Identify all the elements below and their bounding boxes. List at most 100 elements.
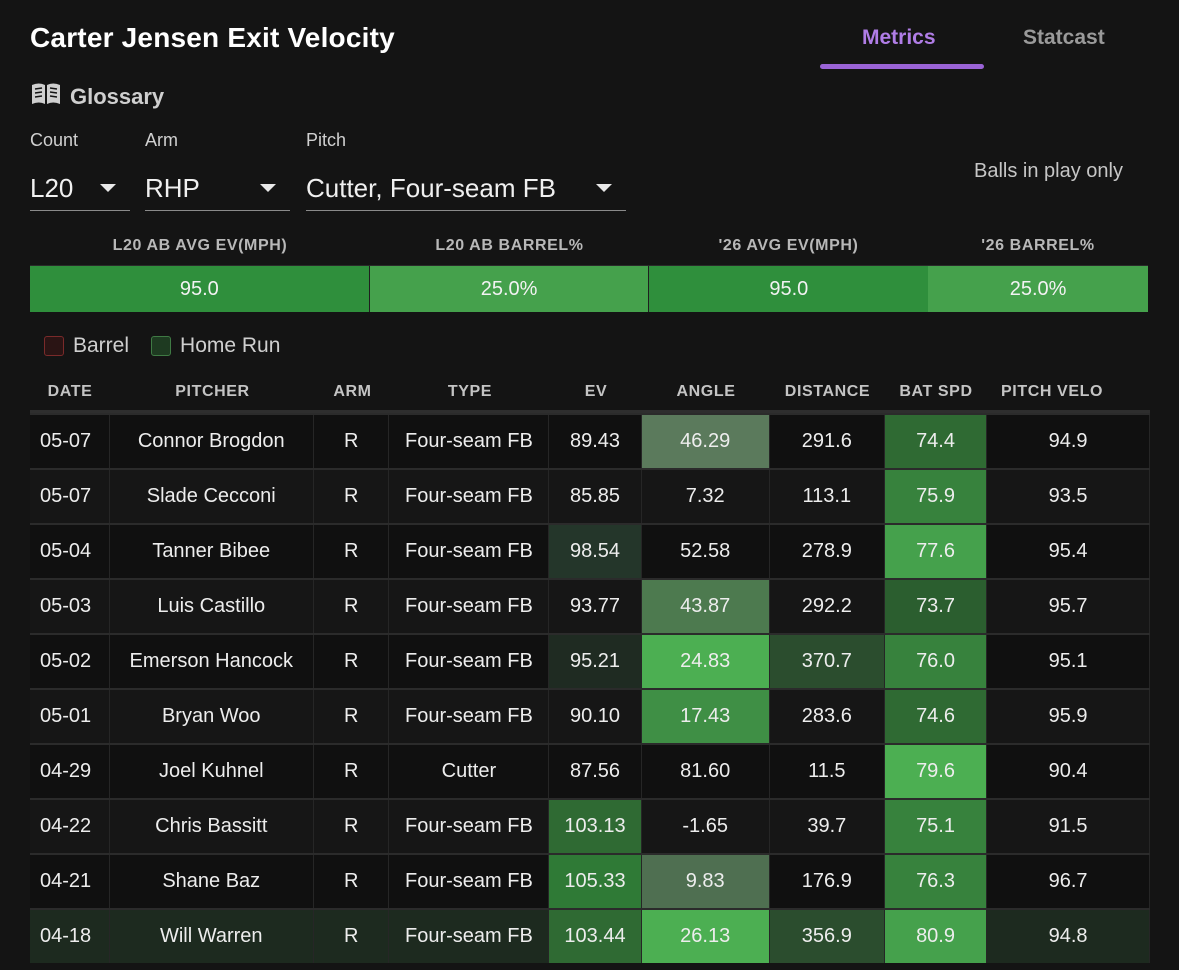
count-filter: Count L20: [30, 130, 130, 211]
cell-distance: 292.2: [769, 580, 885, 633]
summary-value-l20-avg-ev: 95.0: [30, 266, 370, 312]
column-header-distance[interactable]: DISTANCE: [784, 383, 871, 400]
cell-angle: 17.43: [641, 690, 770, 743]
tab-metrics[interactable]: Metrics: [862, 26, 936, 49]
cell-pitcher: Tanner Bibee: [109, 525, 315, 578]
cell-pitcher: Bryan Woo: [109, 690, 315, 743]
tab-statcast[interactable]: Statcast: [1023, 26, 1105, 49]
cell-distance: 113.1: [769, 470, 885, 523]
cell-bat-spd: 75.9: [884, 470, 988, 523]
summary-table: L20 AB AVG EV(MPH) L20 AB BARREL% '26 AV…: [30, 226, 1148, 312]
column-header-bat-spd[interactable]: BAT SPD: [899, 383, 973, 400]
cell-type: Four-seam FB: [389, 800, 550, 853]
home-run-swatch: [151, 336, 172, 356]
cell-ev: 103.44: [549, 910, 642, 963]
cell-date: 04-22: [30, 800, 110, 853]
cell-bat-spd: 76.0: [884, 635, 988, 688]
legend: Barrel Home Run: [44, 334, 302, 358]
cell-pitch-velo: 95.1: [987, 635, 1150, 688]
chevron-down-icon: [100, 184, 116, 192]
cell-arm: R: [314, 580, 390, 633]
cell-arm: R: [314, 635, 390, 688]
book-icon: [30, 82, 70, 112]
cell-ev: 98.54: [549, 525, 642, 578]
cell-pitcher: Joel Kuhnel: [109, 745, 315, 798]
cell-distance: 278.9: [769, 525, 885, 578]
column-header-pitch-velo[interactable]: PITCH VELO: [1001, 383, 1104, 400]
cell-angle: 26.13: [641, 910, 770, 963]
summary-value-26-barrel: 25.0%: [928, 266, 1148, 312]
table-row[interactable]: 05-07 Connor Brogdon R Four-seam FB 89.43 46.…: [30, 413, 1150, 468]
summary-header-row: L20 AB AVG EV(MPH) L20 AB BARREL% '26 AV…: [30, 226, 1148, 266]
cell-angle: 7.32: [641, 470, 770, 523]
pitch-filter-label: Pitch: [306, 130, 347, 150]
chevron-down-icon: [260, 184, 276, 192]
cell-type: Four-seam FB: [389, 415, 550, 468]
pitch-filter: Pitch Cutter, Four-seam FB: [306, 130, 626, 211]
cell-distance: 176.9: [769, 855, 885, 908]
arm-select-value: RHP: [145, 172, 200, 203]
table-row[interactable]: 04-21 Shane Baz R Four-seam FB 105.33 9.83 176…: [30, 853, 1150, 908]
cell-arm: R: [314, 470, 390, 523]
cell-pitch-velo: 93.5: [987, 470, 1150, 523]
cell-arm: R: [314, 855, 390, 908]
summary-header-l20-avg-ev: L20 AB AVG EV(MPH): [30, 226, 370, 266]
cell-angle: 81.60: [641, 745, 770, 798]
cell-ev: 85.85: [549, 470, 642, 523]
cell-date: 04-29: [30, 745, 110, 798]
cell-ev: 103.13: [549, 800, 642, 853]
cell-angle: 24.83: [641, 635, 770, 688]
cell-angle: 46.29: [641, 415, 770, 468]
legend-barrel-label: Barrel: [73, 334, 130, 357]
cell-arm: R: [314, 690, 390, 743]
cell-bat-spd: 73.7: [884, 580, 988, 633]
cell-arm: R: [314, 800, 390, 853]
column-header-arm[interactable]: ARM: [333, 383, 372, 400]
balls-in-play-note: Balls in play only: [974, 160, 1123, 182]
table-row[interactable]: 05-03 Luis Castillo R Four-seam FB 93.77 43.8…: [30, 578, 1150, 633]
count-filter-label: Count: [30, 130, 79, 150]
cell-arm: R: [314, 745, 390, 798]
pitch-select[interactable]: Cutter, Four-seam FB: [306, 166, 626, 211]
cell-pitch-velo: 94.9: [987, 415, 1150, 468]
cell-bat-spd: 75.1: [884, 800, 988, 853]
summary-header-26-barrel: '26 BARREL%: [928, 226, 1148, 266]
arm-select[interactable]: RHP: [145, 166, 290, 211]
cell-bat-spd: 77.6: [884, 525, 988, 578]
cell-pitch-velo: 95.9: [987, 690, 1150, 743]
chevron-down-icon: [596, 184, 612, 192]
column-header-type[interactable]: TYPE: [447, 383, 493, 400]
cell-bat-spd: 80.9: [884, 910, 988, 963]
count-select[interactable]: L20: [30, 166, 130, 211]
cell-angle: -1.65: [641, 800, 770, 853]
cell-ev: 89.43: [549, 415, 642, 468]
table-row[interactable]: 05-01 Bryan Woo R Four-seam FB 90.10 17.43 283…: [30, 688, 1150, 743]
table-row[interactable]: 04-29 Joel Kuhnel R Cutter 87.56 81.60 11.5 79.…: [30, 743, 1150, 798]
arm-filter-label: Arm: [145, 130, 178, 150]
cell-ev: 93.77: [549, 580, 642, 633]
cell-pitch-velo: 95.4: [987, 525, 1150, 578]
cell-arm: R: [314, 415, 390, 468]
table-row[interactable]: 04-22 Chris Bassitt R Four-seam FB 103.13 -1.…: [30, 798, 1150, 853]
summary-value-row: 95.0 25.0% 95.0 25.0%: [30, 266, 1148, 312]
column-header-ev[interactable]: EV: [584, 383, 608, 400]
glossary-link[interactable]: Glossary: [30, 82, 164, 112]
cell-arm: R: [314, 525, 390, 578]
table-row[interactable]: 05-04 Tanner Bibee R Four-seam FB 98.54 52.58…: [30, 523, 1150, 578]
table-row[interactable]: 05-02 Emerson Hancock R Four-seam FB 95.21 24…: [30, 633, 1150, 688]
table-row[interactable]: 04-18 Will Warren R Four-seam FB 103.44 26.13…: [30, 908, 1150, 963]
cell-date: 05-04: [30, 525, 110, 578]
count-select-value: L20: [30, 172, 74, 203]
cell-ev: 95.21: [549, 635, 642, 688]
cell-date: 05-02: [30, 635, 110, 688]
pitch-select-value: Cutter, Four-seam FB: [306, 172, 556, 203]
cell-distance: 291.6: [769, 415, 885, 468]
column-header-date[interactable]: DATE: [47, 383, 93, 400]
summary-header-26-avg-ev: '26 AVG EV(MPH): [649, 226, 928, 266]
column-header-pitcher[interactable]: PITCHER: [175, 383, 250, 400]
cell-ev: 87.56: [549, 745, 642, 798]
cell-pitcher: Connor Brogdon: [109, 415, 315, 468]
active-tab-indicator: [820, 64, 984, 69]
table-row[interactable]: 05-07 Slade Cecconi R Four-seam FB 85.85 7.32…: [30, 468, 1150, 523]
column-header-angle[interactable]: ANGLE: [676, 383, 736, 400]
